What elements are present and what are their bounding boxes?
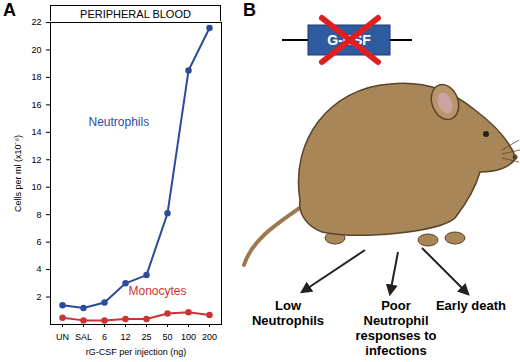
- svg-text:50: 50: [162, 332, 172, 342]
- html-text:Low Neutrophils: Low Neutrophils: [251, 298, 325, 328]
- svg-text:20: 20: [31, 45, 41, 55]
- svg-text:6: 6: [36, 237, 41, 247]
- svg-text:100: 100: [181, 332, 196, 342]
- html-text:Early death: Early death: [436, 298, 506, 313]
- svg-text:14: 14: [31, 127, 41, 137]
- svg-text:22: 22: [31, 17, 41, 27]
- svg-text:4: 4: [36, 264, 41, 274]
- html-text:PERIPHERAL BLOOD: PERIPHERAL BLOOD: [80, 8, 191, 20]
- html-text:Poor Neutrophil responses to i: Poor Neutrophil responses to infections: [355, 298, 437, 358]
- svg-text:rG-CSF per injection (ng): rG-CSF per injection (ng): [86, 347, 187, 357]
- svg-text:8: 8: [36, 210, 41, 220]
- svg-text:2: 2: [36, 292, 41, 302]
- svg-text:16: 16: [31, 100, 41, 110]
- svg-text:200: 200: [202, 332, 217, 342]
- svg-text:Neutrophils: Neutrophils: [89, 115, 150, 129]
- svg-text:Cells per ml (x10⁻⁶): Cells per ml (x10⁻⁶): [13, 135, 23, 212]
- svg-text:18: 18: [31, 72, 41, 82]
- html-text:A: A: [3, 0, 16, 20]
- html-text:B: B: [243, 0, 256, 20]
- svg-text:6: 6: [102, 332, 107, 342]
- svg-text:G-CSF: G-CSF: [327, 32, 371, 48]
- svg-text:SAL: SAL: [75, 332, 92, 342]
- svg-text:UN: UN: [56, 332, 69, 342]
- svg-text:Monocytes: Monocytes: [129, 284, 187, 298]
- svg-text:12: 12: [31, 155, 41, 165]
- svg-text:25: 25: [141, 332, 151, 342]
- svg-text:10: 10: [31, 182, 41, 192]
- svg-text:12: 12: [120, 332, 130, 342]
